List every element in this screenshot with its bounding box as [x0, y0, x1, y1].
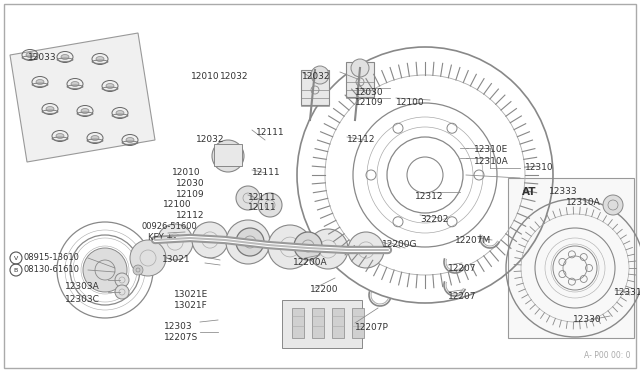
Text: 12109: 12109 [176, 190, 205, 199]
Bar [282, 300, 362, 348]
Text: 12109: 12109 [355, 98, 383, 107]
Text: 12312: 12312 [415, 192, 444, 201]
Text: 12112: 12112 [347, 135, 376, 144]
Text: 12200A: 12200A [293, 258, 328, 267]
Ellipse shape [61, 55, 69, 60]
Ellipse shape [116, 110, 124, 115]
Ellipse shape [106, 84, 114, 89]
Text: 12303: 12303 [164, 322, 193, 331]
Ellipse shape [126, 138, 134, 142]
Text: 12112: 12112 [176, 211, 205, 220]
Text: AT: AT [522, 187, 536, 197]
Text: 12333: 12333 [549, 187, 578, 196]
Circle shape [157, 224, 193, 260]
Text: 12111: 12111 [256, 128, 285, 137]
Text: 12010: 12010 [172, 168, 200, 177]
Ellipse shape [36, 80, 44, 84]
Circle shape [83, 248, 127, 292]
Circle shape [258, 193, 282, 217]
Text: 12310A: 12310A [566, 198, 601, 207]
Text: 12032: 12032 [196, 135, 225, 144]
Circle shape [294, 232, 322, 260]
Text: 08915-13610: 08915-13610 [24, 253, 80, 263]
Text: 12111: 12111 [248, 203, 276, 212]
Text: 12032: 12032 [220, 72, 248, 81]
Text: V: V [14, 256, 18, 260]
Ellipse shape [81, 109, 89, 113]
Text: 13021F: 13021F [174, 301, 208, 310]
Ellipse shape [46, 106, 54, 112]
Text: 13021: 13021 [162, 255, 191, 264]
Bar [301, 70, 329, 105]
Ellipse shape [26, 52, 34, 58]
Circle shape [115, 273, 129, 287]
Text: B: B [14, 267, 18, 273]
Text: 12207S: 12207S [164, 333, 198, 342]
Text: 08130-61610: 08130-61610 [24, 266, 80, 275]
Circle shape [268, 225, 312, 269]
Text: 12100: 12100 [396, 98, 424, 107]
Text: 12111: 12111 [248, 193, 276, 202]
Circle shape [133, 265, 143, 275]
Text: 12310A: 12310A [474, 157, 509, 166]
Circle shape [348, 232, 384, 268]
Text: 13021E: 13021E [174, 290, 208, 299]
Text: 12207: 12207 [448, 292, 477, 301]
Bar [332, 308, 344, 338]
Text: 12033: 12033 [28, 53, 56, 62]
Text: 12207M: 12207M [455, 236, 492, 245]
Text: 12200: 12200 [310, 285, 339, 294]
Bar [352, 308, 364, 338]
Circle shape [308, 229, 348, 269]
Ellipse shape [56, 134, 64, 138]
Bar [312, 308, 324, 338]
Circle shape [236, 228, 264, 256]
Ellipse shape [96, 57, 104, 61]
Text: 12207: 12207 [448, 264, 477, 273]
Circle shape [226, 220, 270, 264]
Text: 12010: 12010 [191, 72, 220, 81]
Text: 12331: 12331 [614, 288, 640, 297]
Text: 12330: 12330 [573, 315, 602, 324]
Circle shape [351, 59, 369, 77]
Text: 12100: 12100 [163, 200, 191, 209]
Text: 32202: 32202 [420, 215, 449, 224]
Text: A- P00 00: 0: A- P00 00: 0 [584, 351, 630, 360]
Circle shape [311, 66, 329, 84]
Text: 12303C: 12303C [65, 295, 100, 304]
Circle shape [603, 195, 623, 215]
Circle shape [236, 186, 260, 210]
Bar [346, 62, 374, 97]
Text: 12030: 12030 [176, 179, 205, 188]
Text: 12310E: 12310E [474, 145, 508, 154]
Text: 12303A: 12303A [65, 282, 100, 291]
Text: KEY +-: KEY +- [148, 233, 176, 242]
Ellipse shape [91, 135, 99, 141]
Circle shape [130, 240, 166, 276]
Ellipse shape [71, 81, 79, 86]
Text: 12310: 12310 [525, 163, 554, 172]
Circle shape [115, 285, 129, 299]
Text: 12200G: 12200G [382, 240, 417, 249]
Polygon shape [10, 33, 155, 162]
Text: 12207P: 12207P [355, 323, 389, 332]
Circle shape [192, 222, 228, 258]
Text: 00926-51600: 00926-51600 [141, 222, 196, 231]
Bar [292, 308, 304, 338]
Bar [508, 178, 634, 338]
Text: 12032: 12032 [302, 72, 330, 81]
Circle shape [212, 140, 244, 172]
Bar [214, 144, 242, 166]
Text: 12030: 12030 [355, 88, 383, 97]
Text: 12111: 12111 [252, 168, 280, 177]
